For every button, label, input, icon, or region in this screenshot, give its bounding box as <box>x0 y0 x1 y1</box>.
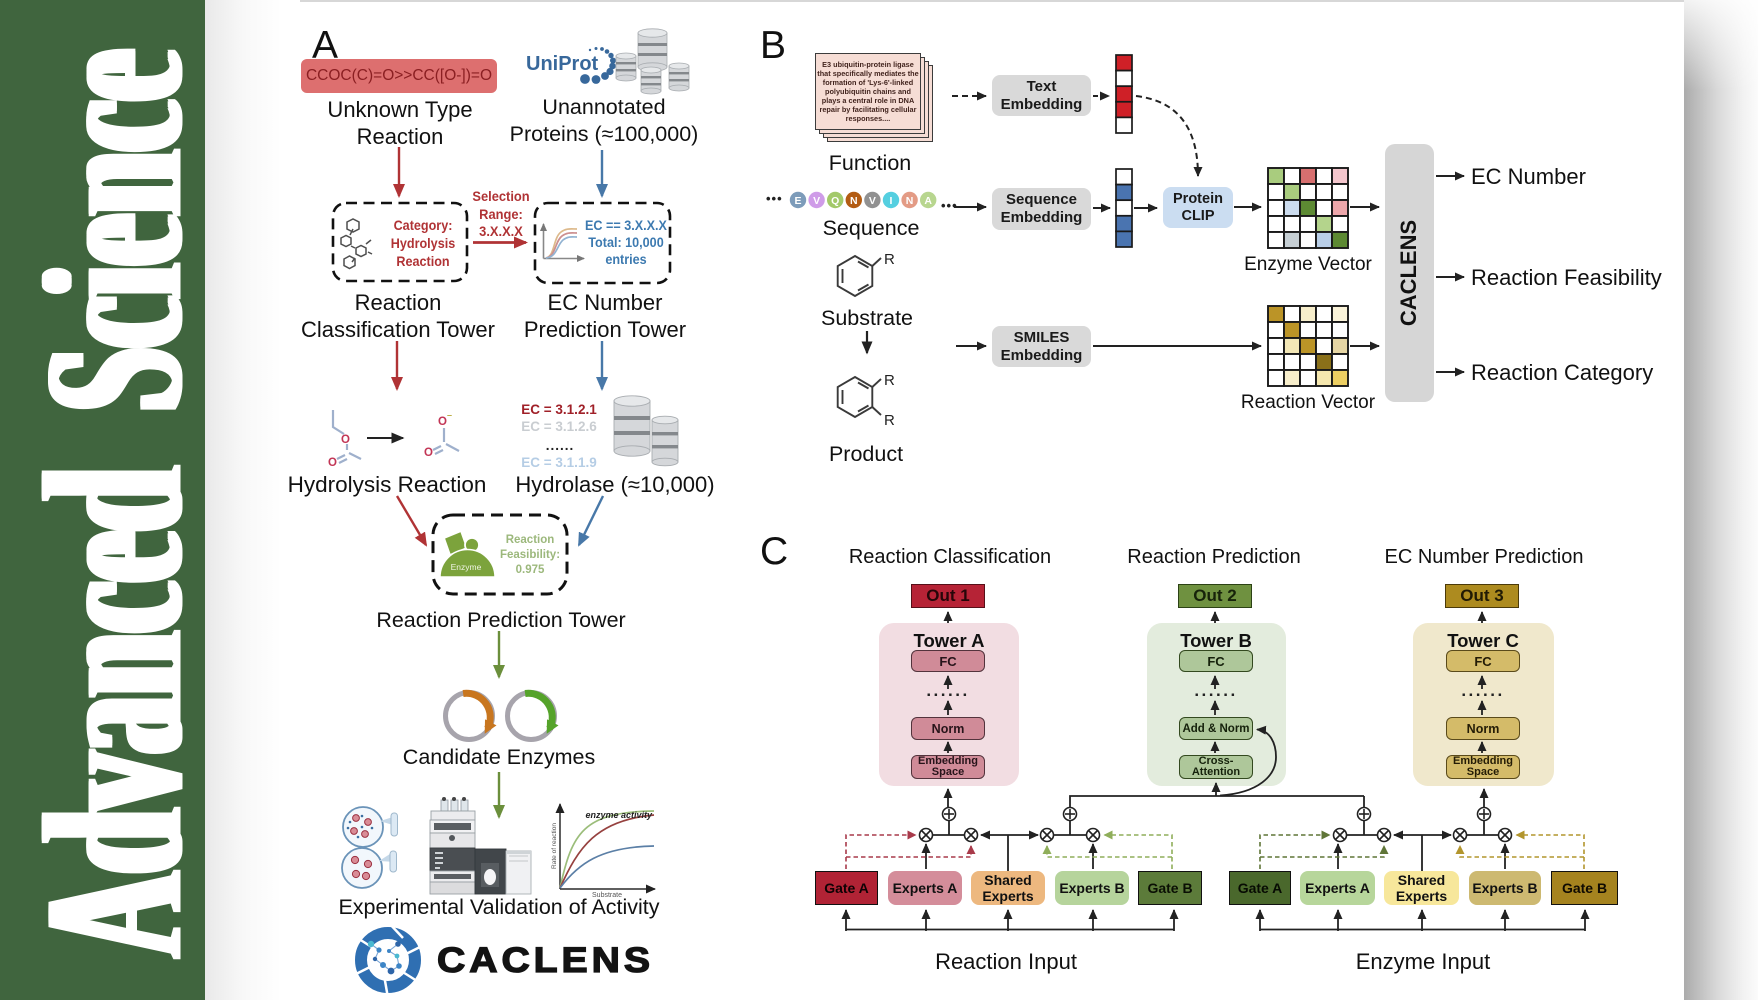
svg-text:R: R <box>884 412 895 429</box>
svg-text:•••: ••• <box>941 198 958 213</box>
svg-text:UniProt: UniProt <box>526 53 599 75</box>
svg-text:O: O <box>424 447 433 459</box>
svg-text:enzyme activity: enzyme activity <box>585 810 653 820</box>
svg-text:R: R <box>884 372 895 389</box>
svg-text:E: E <box>794 195 801 207</box>
svg-text:Substrate: Substrate <box>592 892 622 899</box>
svg-text:Rate of reaction: Rate of reaction <box>551 823 558 869</box>
svg-text:A: A <box>924 195 932 207</box>
svg-text:–: – <box>447 410 452 420</box>
svg-text:•••: ••• <box>766 191 783 206</box>
svg-text:V: V <box>869 195 876 207</box>
svg-text:V: V <box>813 195 820 207</box>
svg-text:O: O <box>328 457 337 469</box>
svg-text:N: N <box>850 195 858 207</box>
svg-text:O: O <box>438 416 447 428</box>
svg-text:R: R <box>884 251 895 268</box>
svg-text:Q: Q <box>831 195 839 207</box>
svg-text:O: O <box>341 434 350 446</box>
svg-text:N: N <box>906 195 914 207</box>
svg-text:I: I <box>890 195 893 207</box>
svg-text:Enzyme: Enzyme <box>451 562 482 572</box>
